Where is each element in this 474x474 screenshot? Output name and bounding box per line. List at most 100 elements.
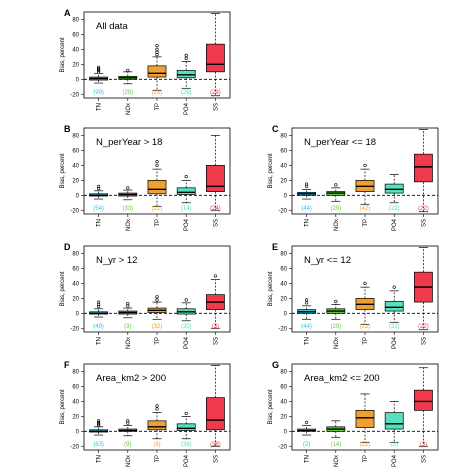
y-tick-label: 40 — [72, 281, 79, 287]
box-tp: (42) TP — [355, 163, 375, 227]
y-tick-label: 80 — [72, 17, 79, 23]
box-tp: (22) TP — [147, 160, 167, 227]
outlier-point — [155, 44, 159, 48]
iqr-box — [176, 69, 196, 79]
iqr-box — [205, 165, 225, 192]
x-tick-label: PO4 — [184, 454, 190, 467]
y-tick-label: 0 — [76, 429, 80, 435]
panel-letter: D — [64, 242, 71, 252]
y-tick-label: 20 — [72, 414, 79, 420]
count-label: (29) — [330, 206, 341, 212]
box-tn: (44) TN — [297, 298, 317, 345]
count-label: (20) — [181, 324, 192, 330]
outlier-point — [363, 281, 367, 285]
y-tick-label: 80 — [72, 369, 79, 375]
outlier-point — [155, 295, 159, 299]
box-po4: (2) PO4 — [384, 401, 404, 467]
x-tick-label: PO4 — [184, 218, 190, 231]
count-label: (14) — [181, 206, 192, 212]
y-tick-label: 0 — [284, 311, 288, 317]
x-tick-label: NOx — [126, 103, 132, 115]
box-nox: (3) NOx — [118, 301, 138, 349]
box-tp: (29) TP — [147, 44, 167, 111]
y-tick-label: 20 — [280, 414, 287, 420]
box-po4: (38) PO4 — [176, 411, 196, 467]
box-tn: (99) TN — [89, 65, 109, 111]
iqr-box — [147, 420, 167, 431]
y-tick-label: 0 — [76, 77, 80, 83]
y-tick-label: 20 — [280, 178, 287, 184]
outlier-point — [305, 301, 309, 305]
outlier-point — [155, 50, 159, 54]
outlier-point — [155, 298, 159, 302]
count-label: (22) — [152, 206, 163, 212]
count-label: (29) — [181, 90, 192, 96]
box-ss: (22) SS — [413, 129, 433, 227]
x-tick-label: PO4 — [184, 102, 190, 115]
panel-c: C N_perYear <= 18 -20 0 20 40 60 80 Bias, percen… — [268, 124, 439, 231]
outlier-point — [305, 420, 309, 424]
x-tick-label: TN — [305, 337, 311, 345]
x-tick-label: TN — [305, 219, 311, 227]
box-tp: (22) TP — [355, 281, 375, 345]
count-label: (33) — [122, 206, 133, 212]
outlier-point — [96, 68, 101, 72]
y-tick-label: 80 — [72, 251, 79, 257]
outlier-point — [155, 163, 159, 167]
count-label: (29) — [330, 324, 341, 330]
count-label: (22) — [360, 442, 371, 448]
panel-title: N_yr <= 12 — [304, 255, 351, 266]
box-nox: (9) NOx — [118, 419, 138, 467]
box-tp: (32) TP — [147, 295, 167, 345]
y-axis-label: Bias, percent — [60, 153, 66, 188]
panel-letter: E — [272, 242, 278, 252]
outlier-point — [96, 67, 101, 71]
box-po4: (22) PO4 — [384, 285, 404, 349]
x-tick-label: SS — [213, 337, 219, 345]
outlier-point — [334, 299, 338, 303]
y-axis-label: Bias, percent — [60, 389, 66, 424]
iqr-box — [205, 43, 225, 73]
x-tick-label: SS — [421, 455, 427, 463]
x-tick-label: PO4 — [392, 336, 398, 349]
iqr-box — [384, 412, 404, 430]
y-tick-label: 20 — [280, 296, 287, 302]
box-nox: (29) NOx — [118, 68, 138, 115]
count-label: (22) — [360, 324, 371, 330]
y-tick-label: -20 — [70, 326, 79, 332]
count-label: (22) — [389, 324, 400, 330]
x-tick-label: TN — [97, 219, 103, 227]
y-tick-label: 0 — [284, 429, 288, 435]
count-label: (24) — [210, 206, 221, 212]
y-tick-label: 80 — [72, 133, 79, 139]
y-axis-label: Bias, percent — [268, 271, 274, 306]
outlier-point — [126, 421, 130, 425]
x-tick-label: TP — [155, 337, 161, 345]
outlier-point — [155, 404, 159, 408]
y-tick-label: 60 — [280, 266, 287, 272]
y-tick-label: 40 — [72, 163, 79, 169]
box-tn: (54) TN — [89, 184, 109, 227]
x-tick-label: TP — [363, 455, 369, 463]
outlier-point — [184, 53, 188, 57]
count-label: (63) — [93, 442, 104, 448]
count-label: (29) — [152, 90, 163, 96]
box-tn: (63) TN — [89, 419, 109, 463]
panel-title: All data — [96, 21, 128, 32]
count-label: (42) — [360, 206, 371, 212]
x-tick-label: SS — [213, 103, 219, 111]
y-tick-label: 20 — [72, 178, 79, 184]
iqr-box — [384, 183, 404, 194]
count-label: (3) — [124, 324, 131, 330]
outlier-point — [126, 186, 130, 190]
count-label: (3) — [420, 442, 427, 448]
panel-title: N_perYear > 18 — [96, 137, 162, 148]
panel-e: E N_yr <= 12 -20 0 20 40 60 80 Bias, percent (44)… — [268, 242, 439, 349]
y-tick-label: -20 — [278, 444, 287, 450]
x-tick-label: NOx — [334, 455, 340, 467]
panel-title: Area_km2 <= 200 — [304, 373, 380, 384]
panel-title: N_perYear <= 18 — [304, 137, 376, 148]
x-tick-label: TN — [97, 337, 103, 345]
y-tick-label: 60 — [72, 384, 79, 390]
